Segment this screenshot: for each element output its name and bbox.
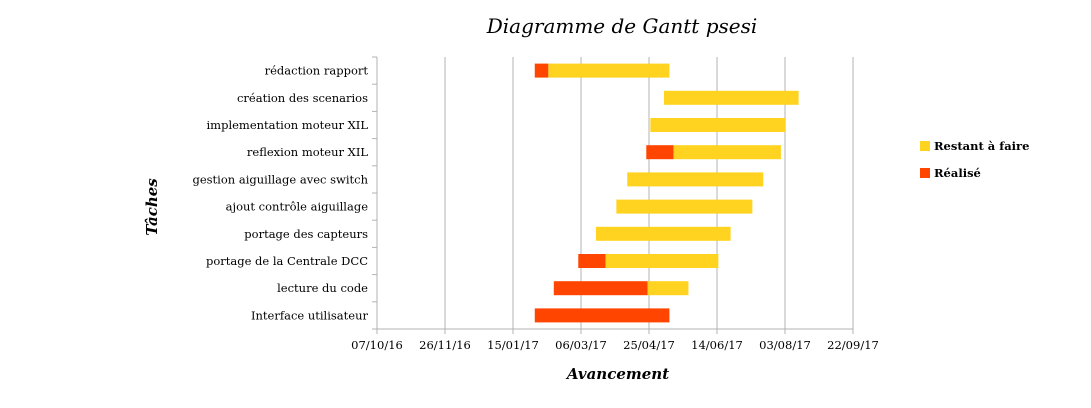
x-tick-label: 15/01/17 <box>487 338 539 352</box>
gridlines <box>444 57 854 329</box>
y-tick-label: création des scenarios <box>237 91 368 105</box>
y-tick-label: portage des capteurs <box>244 227 368 241</box>
legend-swatch-realise <box>920 168 930 178</box>
y-tick-label: lecture du code <box>277 281 368 295</box>
x-tick-label: 14/06/17 <box>691 338 743 352</box>
bars <box>534 63 799 323</box>
y-tick-label: ajout contrôle aiguillage <box>226 200 369 214</box>
bar-restant <box>663 90 799 105</box>
legend: Restant à faire Réalisé <box>920 139 1029 180</box>
bar-realise <box>646 145 674 160</box>
bar-restant <box>647 281 689 296</box>
legend-label-realise: Réalisé <box>934 166 981 180</box>
bar-realise <box>534 308 670 323</box>
x-tick-label: 25/04/17 <box>623 338 675 352</box>
bar-restant <box>595 226 731 241</box>
legend-swatch-restant <box>920 141 930 151</box>
chart-title: Diagramme de Gantt psesi <box>486 14 758 38</box>
y-tick-label: implementation moteur XIL <box>207 118 369 132</box>
x-tick-labels: 07/10/16 26/11/16 15/01/17 06/03/17 25/04/17… <box>351 329 879 352</box>
x-tick-label: 03/08/17 <box>759 338 811 352</box>
x-tick-label: 22/09/17 <box>827 338 879 352</box>
y-tick-label: portage de la Centrale DCC <box>206 254 368 268</box>
legend-label-restant: Restant à faire <box>934 139 1029 153</box>
y-axis-title: Tâches <box>143 178 161 236</box>
bar-restant <box>673 145 781 160</box>
bar-restant <box>605 254 719 268</box>
x-tick-label: 06/03/17 <box>555 338 607 352</box>
bar-restant <box>627 172 764 187</box>
x-tick-label: 26/11/16 <box>419 338 471 352</box>
bar-realise <box>553 281 648 296</box>
y-tick-labels: rédaction rapport création des scenarios i… <box>192 56 377 330</box>
bar-realise <box>534 63 549 78</box>
y-tick-label: gestion aiguillage avec switch <box>192 172 368 186</box>
bar-realise <box>578 254 606 268</box>
x-axis-title: Avancement <box>565 365 669 383</box>
y-tick-label: reflexion moteur XIL <box>247 145 368 159</box>
y-tick-label: Interface utilisateur <box>251 308 369 322</box>
bar-restant <box>548 63 670 78</box>
x-tick-label: 07/10/16 <box>351 338 403 352</box>
bar-restant <box>650 118 785 132</box>
y-tick-label: rédaction rapport <box>265 64 369 78</box>
bar-restant <box>616 199 753 214</box>
